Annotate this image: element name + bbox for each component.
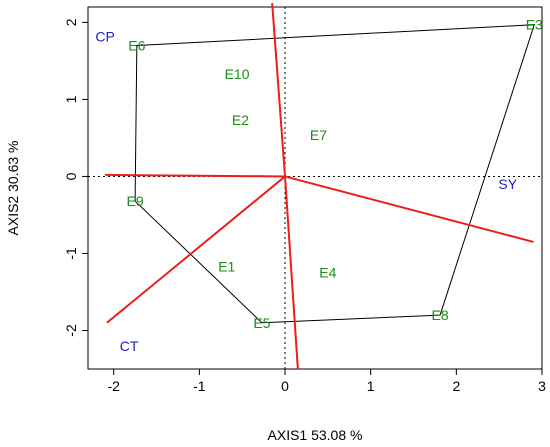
genotype-label-e4: E4: [319, 265, 336, 281]
x-tick-label: 3: [538, 378, 546, 394]
sector-rays: [105, 3, 534, 370]
y-tick-label: -2: [63, 324, 79, 337]
genotype-label-e8: E8: [432, 307, 449, 323]
y-tick-label: 1: [63, 95, 79, 103]
reference-lines: [88, 7, 542, 369]
x-axis-ticks: -2 -1 0 1 2 3: [107, 369, 546, 394]
genotype-label-e2: E2: [232, 112, 249, 128]
sector-ray-1: [271, 3, 287, 177]
genotype-label-e7: E7: [310, 127, 327, 143]
environment-label-sy: SY: [498, 176, 517, 192]
genotype-label-e3: E3: [526, 17, 543, 33]
x-tick-label: 2: [452, 378, 460, 394]
environment-label-ct: CT: [120, 338, 139, 354]
y-tick-label: 2: [63, 18, 79, 26]
genotype-labels: E1 E2 E3 E4 E5 E6 E7 E8 E9 E10: [127, 17, 544, 331]
y-axis-ticks: -2 -1 0 1 2: [63, 18, 88, 337]
genotype-label-e6: E6: [128, 38, 145, 54]
environment-labels: CP SY CT: [95, 28, 517, 354]
sector-ray-3: [106, 175, 286, 324]
genotype-label-e1: E1: [218, 259, 235, 275]
y-tick-label: -1: [63, 247, 79, 260]
sector-ray-5: [284, 175, 534, 243]
x-axis-label: AXIS1 53.08 %: [268, 427, 363, 443]
x-tick-label: -1: [193, 378, 206, 394]
sector-ray-2: [105, 173, 286, 178]
x-tick-label: 1: [367, 378, 375, 394]
y-tick-label: 0: [63, 172, 79, 180]
genotype-label-e5: E5: [253, 315, 270, 331]
x-tick-label: -2: [107, 378, 120, 394]
environment-label-cp: CP: [95, 28, 114, 44]
genotype-label-e10: E10: [225, 66, 250, 82]
plot-frame: [87, 6, 543, 370]
x-tick-label: 0: [281, 378, 289, 394]
sector-ray-4: [284, 176, 299, 370]
y-axis-label: AXIS2 30.63 %: [5, 141, 21, 236]
genotype-label-e9: E9: [127, 193, 144, 209]
